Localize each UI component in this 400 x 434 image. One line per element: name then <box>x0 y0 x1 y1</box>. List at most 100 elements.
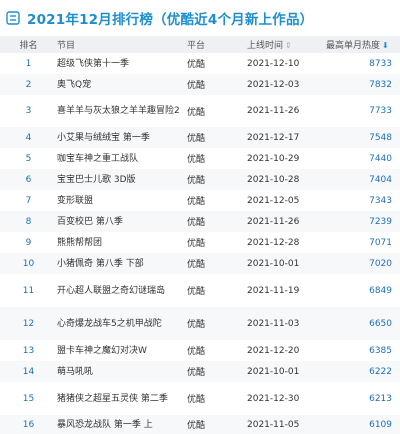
table-row[interactable]: 2 奥飞Q宠 优酷 2021-12-03 7832 <box>0 74 400 95</box>
heat-cell: 7239 <box>369 216 392 227</box>
ranking-table: 排名 节目 平台 上线时间 ⇕ 最高单月热度 ⬇ 1 超级飞侠第十一季 优酷 2021-1… <box>0 36 400 434</box>
date-cell: 2021-12-30 <box>247 393 300 404</box>
heat-cell: 7071 <box>369 237 392 248</box>
date-cell: 2021-12-10 <box>247 58 300 69</box>
rank-cell: 1 <box>25 58 32 69</box>
platform-cell: 优酷 <box>187 134 206 144</box>
rank-cell: 12 <box>22 318 35 329</box>
ranking-list-icon <box>6 11 20 25</box>
column-header-rank[interactable]: 排名 <box>19 41 38 51</box>
heat-cell: 8733 <box>369 58 392 69</box>
table-row[interactable]: 6 宝宝巴士儿歌 3D版 优酷 2021-10-28 7404 <box>0 169 400 190</box>
title-cell: 小艾果与绒绒宝 第一季 <box>57 132 150 143</box>
table-row[interactable]: 4 小艾果与绒绒宝 第一季 优酷 2021-12-17 7548 <box>0 127 400 148</box>
title-cell: 萌马吼吼 <box>57 366 94 377</box>
rank-cell: 6 <box>25 174 32 185</box>
table-row[interactable]: 1 超级飞侠第十一季 优酷 2021-12-10 8733 <box>0 53 400 74</box>
platform-cell: 优酷 <box>187 107 206 118</box>
date-cell: 2021-12-17 <box>247 132 300 143</box>
table-row[interactable]: 12 心奇爆龙战车5之机甲战陀 优酷 2021-11-03 6650 <box>0 307 400 340</box>
table-row[interactable]: 5 咖宝车神之重工战队 优酷 2021-10-29 7440 <box>0 148 400 169</box>
title-cell: 心奇爆龙战车5之机甲战陀 <box>57 318 162 329</box>
sort-icon[interactable]: ⇕ <box>285 41 292 50</box>
title-cell: 猪猪侠之超星五灵侠 第二季 <box>57 393 168 404</box>
table-row[interactable]: 15 猪猪侠之超星五灵侠 第二季 优酷 2021-12-30 6213 <box>0 382 400 415</box>
rank-cell: 14 <box>22 366 35 377</box>
title-cell: 开心超人联盟之奇幻谜瑞岛 <box>57 285 166 296</box>
date-cell: 2021-11-26 <box>247 106 300 116</box>
title-cell: 咖宝车神之重工战队 <box>57 153 139 164</box>
platform-cell: 优酷 <box>187 60 206 70</box>
heat-cell: 7020 <box>369 258 392 269</box>
date-cell: 2021-11-05 <box>247 419 300 430</box>
platform-cell: 优酷 <box>187 347 206 357</box>
rank-cell: 8 <box>25 216 32 227</box>
heat-cell: 6385 <box>369 345 392 356</box>
title-cell: 超级飞侠第十一季 <box>57 58 130 69</box>
date-cell: 2021-11-26 <box>247 216 300 227</box>
heat-cell: 7548 <box>369 132 392 143</box>
date-cell: 2021-10-28 <box>247 174 300 185</box>
rank-cell: 16 <box>22 419 35 430</box>
heat-cell: 6650 <box>369 318 392 329</box>
heat-cell: 6109 <box>369 419 392 430</box>
platform-cell: 优酷 <box>187 260 206 270</box>
rank-cell: 7 <box>25 195 32 206</box>
table-row[interactable]: 14 萌马吼吼 优酷 2021-10-01 6222 <box>0 361 400 382</box>
platform-cell: 优酷 <box>187 421 206 431</box>
title-cell: 变形联盟 <box>57 195 94 206</box>
table-row[interactable]: 3 喜羊羊与灰太狼之羊羊趣冒险2 优酷 2021-11-26 7733 <box>0 95 400 127</box>
heat-cell: 6222 <box>369 366 392 377</box>
column-header-title[interactable]: 节目 <box>57 41 76 51</box>
table-row[interactable]: 8 百变校巴 第八季 优酷 2021-11-26 7239 <box>0 211 400 232</box>
table-row[interactable]: 13 盟卡车神之魔幻对决W 优酷 2021-12-20 6385 <box>0 340 400 361</box>
rank-cell: 10 <box>22 258 35 269</box>
table-row[interactable]: 10 小猪佩奇 第八季 下部 优酷 2021-10-01 7020 <box>0 253 400 274</box>
table-row[interactable]: 7 变形联盟 优酷 2021-12-05 7343 <box>0 190 400 211</box>
platform-cell: 优酷 <box>187 320 206 330</box>
table-header-row: 排名 节目 平台 上线时间 ⇕ 最高单月热度 ⬇ <box>0 36 400 53</box>
platform-cell: 优酷 <box>187 368 206 378</box>
heat-cell: 6213 <box>369 393 392 404</box>
sort-descending-icon[interactable]: ⬇ <box>382 41 389 50</box>
rank-cell: 3 <box>25 106 32 116</box>
heat-cell: 6849 <box>369 285 392 296</box>
rank-cell: 5 <box>25 153 32 164</box>
platform-cell: 优酷 <box>187 287 206 297</box>
column-header-heat[interactable]: 最高单月热度 ⬇ <box>326 41 389 51</box>
heat-cell: 7440 <box>369 153 392 164</box>
platform-cell: 优酷 <box>187 197 206 207</box>
title-cell: 奥飞Q宠 <box>57 79 92 90</box>
heat-cell: 7343 <box>369 195 392 206</box>
table-row[interactable]: 9 熊熊帮帮团 优酷 2021-12-28 7071 <box>0 232 400 253</box>
title-cell: 暴风恐龙战队 第一季 上 <box>57 419 153 430</box>
rank-cell: 13 <box>22 345 35 356</box>
heat-cell: 7832 <box>369 79 392 90</box>
date-cell: 2021-11-19 <box>247 285 300 296</box>
rank-cell: 4 <box>25 132 32 143</box>
table-row[interactable]: 11 开心超人联盟之奇幻谜瑞岛 优酷 2021-11-19 6849 <box>0 274 400 307</box>
date-cell: 2021-12-05 <box>247 195 300 206</box>
column-header-platform[interactable]: 平台 <box>187 41 206 51</box>
column-header-date[interactable]: 上线时间 ⇕ <box>247 41 292 51</box>
date-cell: 2021-11-03 <box>247 318 300 329</box>
date-cell: 2021-10-01 <box>247 258 300 269</box>
title-cell: 百变校巴 第八季 <box>57 216 123 227</box>
page-header: 2021年12月排行榜（优酷近4个月新上作品） <box>0 0 400 36</box>
page-title: 2021年12月排行榜（优酷近4个月新上作品） <box>27 12 314 28</box>
table-row[interactable]: 16 暴风恐龙战队 第一季 上 优酷 2021-11-05 6109 <box>0 415 400 434</box>
title-cell: 盟卡车神之魔幻对决W <box>57 345 147 356</box>
platform-cell: 优酷 <box>187 81 206 91</box>
rank-cell: 15 <box>22 393 35 404</box>
heat-cell: 7733 <box>369 106 392 116</box>
date-cell: 2021-12-28 <box>247 237 300 248</box>
platform-cell: 优酷 <box>187 176 206 186</box>
title-cell: 宝宝巴士儿歌 3D版 <box>57 174 136 185</box>
date-cell: 2021-10-29 <box>247 153 300 164</box>
title-cell: 喜羊羊与灰太狼之羊羊趣冒险2 <box>57 106 180 116</box>
date-cell: 2021-10-01 <box>247 366 300 377</box>
date-cell: 2021-12-20 <box>247 345 300 356</box>
rank-cell: 2 <box>25 79 32 90</box>
platform-cell: 优酷 <box>187 239 206 249</box>
title-cell: 小猪佩奇 第八季 下部 <box>57 258 144 269</box>
